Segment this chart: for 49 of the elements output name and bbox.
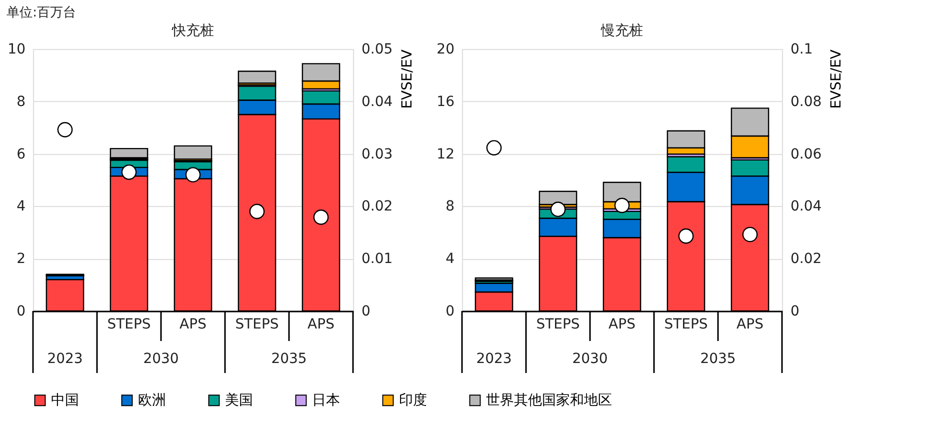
x-tick-label: APS bbox=[180, 316, 207, 332]
y2-axis-title: EVSE/EV bbox=[828, 49, 845, 109]
text: 2023 bbox=[476, 351, 512, 367]
y2-tick-label: 0.01 bbox=[362, 251, 393, 268]
y2-tick-label: 0.04 bbox=[362, 94, 393, 110]
text: 2030 bbox=[143, 351, 179, 367]
text: 2030 bbox=[572, 351, 608, 367]
y2-tick-label: 0.08 bbox=[790, 94, 822, 110]
y2-tick-label: 0 bbox=[362, 304, 370, 320]
chart-title: 快充桩 bbox=[171, 23, 214, 39]
chart-subtitle: 单位:百万台 bbox=[6, 6, 76, 20]
y2-tick-label: 0.04 bbox=[790, 198, 822, 215]
x-tick-label: APS bbox=[608, 316, 636, 332]
text: 2023 bbox=[47, 351, 83, 367]
y-tick-label: 20 bbox=[436, 42, 454, 58]
x-tick-label: STEPS bbox=[107, 316, 151, 332]
y-tick-label: 8 bbox=[16, 94, 26, 110]
y2-tick-label: 0 bbox=[790, 304, 800, 320]
legend-label: 世界其他国家和地区 bbox=[486, 392, 612, 408]
x-tick-label: STEPS bbox=[664, 316, 708, 332]
y2-tick-label: 0.06 bbox=[790, 146, 822, 162]
y2-tick-label: 0.02 bbox=[362, 198, 393, 215]
y-tick-label: 12 bbox=[436, 146, 454, 162]
y-tick-label: 16 bbox=[436, 94, 455, 110]
y2-tick-label: 0.03 bbox=[362, 146, 393, 162]
y-tick-label: 0 bbox=[16, 304, 26, 320]
text: 2035 bbox=[700, 351, 736, 367]
y2-axis-title: EVSE/EV bbox=[400, 49, 416, 109]
legend-label: 欧洲 bbox=[138, 392, 166, 408]
y-tick-label: 4 bbox=[446, 251, 455, 268]
legend-label: 中国 bbox=[51, 392, 79, 408]
y-tick-label: 0 bbox=[446, 304, 454, 320]
x-tick-label: STEPS bbox=[235, 316, 279, 332]
y2-tick-label: 0.1 bbox=[790, 42, 813, 58]
chart-title: 慢充桩 bbox=[600, 23, 643, 39]
y-tick-label: 8 bbox=[446, 198, 454, 215]
legend-label: 日本 bbox=[312, 392, 340, 408]
y-tick-label: 10 bbox=[8, 42, 26, 58]
legend-label: 印度 bbox=[399, 392, 427, 408]
y-tick-label: 4 bbox=[16, 198, 26, 215]
x-tick-label: STEPS bbox=[536, 316, 580, 332]
y-tick-label: 2 bbox=[16, 251, 26, 268]
text: 2035 bbox=[271, 351, 307, 367]
x-tick-label: APS bbox=[736, 316, 764, 332]
y2-tick-label: 0.05 bbox=[362, 42, 393, 58]
y-tick-label: 6 bbox=[16, 146, 26, 162]
x-tick-label: APS bbox=[308, 316, 335, 332]
y2-tick-label: 0.02 bbox=[790, 251, 822, 268]
legend-label: 美国 bbox=[225, 392, 253, 408]
